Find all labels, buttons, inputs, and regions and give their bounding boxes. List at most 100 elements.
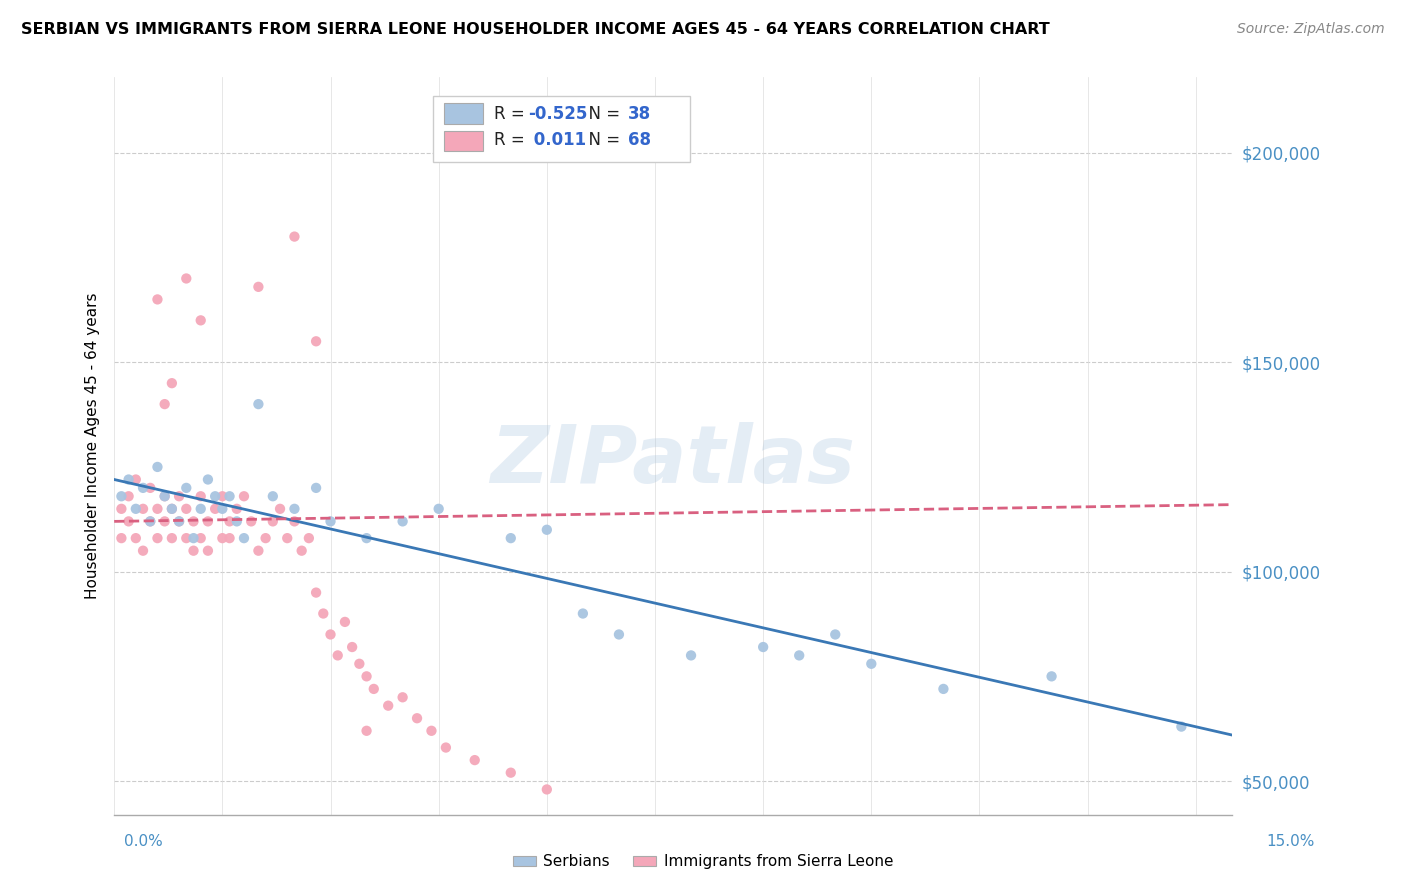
Point (499, 765, 522, 780)
Point (356, 669, 378, 683)
Point (190, 531, 212, 545)
Point (218, 515, 240, 529)
Point (160, 376, 183, 391)
Legend: Serbians, Immigrants from Sierra Leone: Serbians, Immigrants from Sierra Leone (506, 848, 900, 875)
Point (132, 481, 155, 495)
Point (125, 531, 148, 545)
FancyBboxPatch shape (444, 130, 484, 151)
Text: 0.011: 0.011 (527, 131, 586, 149)
Point (1170, 720, 1192, 734)
Point (132, 501, 155, 516)
Point (283, 515, 305, 529)
Text: SERBIAN VS IMMIGRANTS FROM SIERRA LEONE HOUSEHOLDER INCOME AGES 45 - 64 YEARS CO: SERBIAN VS IMMIGRANTS FROM SIERRA LEONE … (21, 22, 1050, 37)
Point (218, 489, 240, 503)
Point (160, 501, 183, 516)
Point (333, 615, 356, 629)
Point (139, 481, 162, 495)
FancyBboxPatch shape (444, 103, 484, 124)
Point (406, 711, 429, 725)
Point (167, 489, 190, 503)
Point (183, 515, 205, 529)
Text: 15.0%: 15.0% (1267, 834, 1315, 849)
Point (283, 229, 305, 244)
Point (225, 515, 247, 529)
Point (211, 489, 233, 503)
Point (420, 723, 443, 738)
Point (824, 627, 846, 641)
Text: R =: R = (494, 131, 530, 149)
Point (340, 640, 363, 654)
Point (363, 681, 385, 696)
Point (110, 531, 132, 545)
Point (132, 543, 155, 558)
Point (125, 501, 148, 516)
Point (183, 531, 205, 545)
Point (434, 740, 457, 755)
Point (377, 698, 399, 713)
Point (276, 531, 298, 545)
Point (464, 753, 486, 767)
Point (787, 648, 810, 663)
Point (117, 489, 139, 503)
Point (190, 313, 212, 327)
Point (117, 473, 139, 487)
Point (319, 627, 342, 641)
Point (391, 690, 413, 705)
Point (125, 473, 148, 487)
Point (269, 501, 291, 516)
Text: N =: N = (578, 131, 626, 149)
Point (860, 657, 883, 671)
Point (356, 723, 378, 738)
Text: 68: 68 (628, 131, 651, 149)
Point (319, 515, 342, 529)
Point (211, 531, 233, 545)
Point (1040, 669, 1063, 683)
Point (153, 515, 176, 529)
Point (262, 489, 284, 503)
Point (536, 782, 558, 797)
Point (153, 397, 176, 411)
Point (225, 501, 247, 516)
Point (240, 515, 263, 529)
Point (153, 489, 176, 503)
Text: 0.0%: 0.0% (124, 834, 163, 849)
Point (167, 515, 190, 529)
Point (607, 627, 630, 641)
Point (139, 515, 162, 529)
Point (197, 473, 219, 487)
Point (176, 531, 198, 545)
Point (183, 543, 205, 558)
Point (752, 640, 775, 654)
Point (679, 648, 702, 663)
Point (499, 531, 522, 545)
Point (190, 501, 212, 516)
Point (160, 501, 183, 516)
Point (349, 657, 371, 671)
Point (146, 531, 169, 545)
Point (312, 607, 335, 621)
Text: -0.525: -0.525 (527, 104, 588, 122)
Text: 38: 38 (628, 104, 651, 122)
Point (153, 489, 176, 503)
Point (167, 515, 190, 529)
Point (197, 515, 219, 529)
Point (117, 515, 139, 529)
Text: N =: N = (578, 104, 626, 122)
Point (932, 681, 955, 696)
Point (233, 489, 256, 503)
Point (190, 489, 212, 503)
Y-axis label: Householder Income Ages 45 - 64 years: Householder Income Ages 45 - 64 years (86, 293, 100, 599)
Point (356, 531, 378, 545)
Point (110, 489, 132, 503)
Point (305, 585, 328, 599)
Point (391, 515, 413, 529)
Point (139, 515, 162, 529)
Point (283, 501, 305, 516)
Point (176, 271, 198, 285)
Point (146, 501, 169, 516)
Point (291, 543, 314, 558)
Point (572, 607, 595, 621)
Point (247, 543, 270, 558)
Point (305, 481, 328, 495)
Point (326, 648, 349, 663)
